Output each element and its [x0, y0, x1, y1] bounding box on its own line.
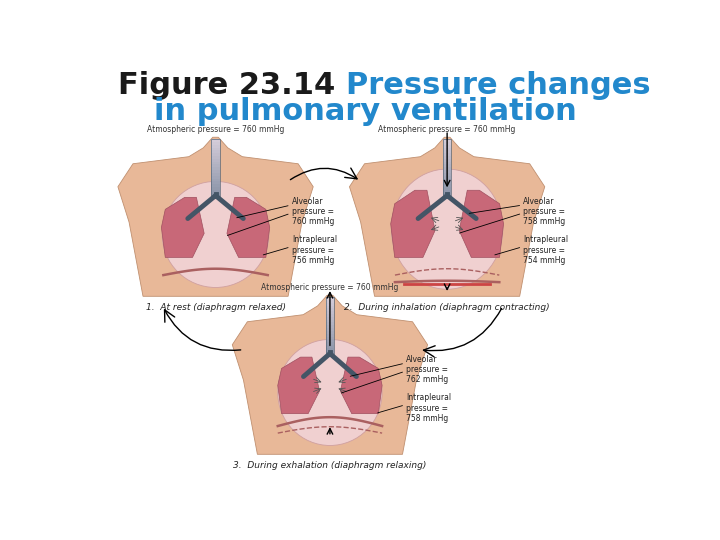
- Text: Figure 23.14: Figure 23.14: [118, 71, 346, 100]
- Bar: [211, 167, 220, 170]
- Bar: [211, 181, 220, 184]
- Bar: [443, 176, 451, 179]
- Text: Alveolar
pressure =
758 mmHg: Alveolar pressure = 758 mmHg: [523, 197, 566, 226]
- Bar: [211, 156, 220, 159]
- Bar: [443, 173, 451, 176]
- Bar: [211, 165, 220, 167]
- Bar: [443, 156, 451, 159]
- Bar: [443, 147, 451, 150]
- Bar: [325, 300, 334, 303]
- Text: Atmospheric pressure = 760 mmHg: Atmospheric pressure = 760 mmHg: [261, 283, 399, 292]
- Bar: [211, 170, 220, 173]
- Bar: [443, 139, 451, 195]
- FancyArrowPatch shape: [423, 308, 502, 357]
- Bar: [325, 331, 334, 334]
- Bar: [325, 322, 334, 325]
- Bar: [325, 328, 334, 331]
- Bar: [325, 314, 334, 317]
- Text: in pulmonary ventilation: in pulmonary ventilation: [154, 97, 577, 126]
- Bar: [325, 348, 334, 351]
- Text: 2.  During inhalation (diaphragm contracting): 2. During inhalation (diaphragm contract…: [344, 303, 550, 312]
- Bar: [443, 179, 451, 181]
- Bar: [443, 153, 451, 156]
- Bar: [211, 159, 220, 161]
- Bar: [211, 176, 220, 179]
- Bar: [443, 167, 451, 170]
- Bar: [443, 159, 451, 161]
- Text: Alveolar
pressure =
762 mmHg: Alveolar pressure = 762 mmHg: [406, 355, 449, 384]
- Bar: [443, 170, 451, 173]
- Bar: [211, 145, 220, 147]
- Text: 1.  At rest (diaphragm relaxed): 1. At rest (diaphragm relaxed): [145, 303, 286, 312]
- Bar: [443, 165, 451, 167]
- Ellipse shape: [392, 169, 503, 289]
- Bar: [211, 139, 220, 142]
- Bar: [443, 161, 451, 165]
- Bar: [443, 184, 451, 187]
- Bar: [325, 320, 334, 322]
- FancyArrowPatch shape: [290, 168, 357, 180]
- Bar: [211, 161, 220, 165]
- Bar: [443, 190, 451, 193]
- Polygon shape: [118, 137, 313, 296]
- Text: Intrapleural
pressure =
754 mmHg: Intrapleural pressure = 754 mmHg: [523, 235, 569, 265]
- Bar: [443, 139, 451, 142]
- Bar: [211, 173, 220, 176]
- Bar: [325, 351, 334, 354]
- Bar: [443, 142, 451, 145]
- Polygon shape: [233, 295, 428, 454]
- Text: Atmospheric pressure = 760 mmHg: Atmospheric pressure = 760 mmHg: [379, 125, 516, 134]
- Polygon shape: [391, 190, 435, 258]
- Bar: [325, 297, 334, 300]
- Bar: [325, 342, 334, 345]
- Bar: [211, 153, 220, 156]
- Bar: [325, 303, 334, 306]
- Bar: [211, 190, 220, 193]
- Polygon shape: [161, 197, 204, 258]
- Text: Atmospheric pressure = 760 mmHg: Atmospheric pressure = 760 mmHg: [147, 125, 284, 134]
- Bar: [211, 150, 220, 153]
- Bar: [443, 193, 451, 195]
- Bar: [211, 184, 220, 187]
- Polygon shape: [278, 357, 320, 414]
- Bar: [211, 179, 220, 181]
- Bar: [211, 147, 220, 150]
- Bar: [325, 306, 334, 308]
- Polygon shape: [459, 190, 503, 258]
- Bar: [325, 336, 334, 340]
- Ellipse shape: [278, 340, 382, 446]
- Polygon shape: [227, 197, 270, 258]
- Bar: [325, 317, 334, 320]
- Bar: [443, 145, 451, 147]
- Bar: [211, 193, 220, 195]
- Polygon shape: [349, 137, 545, 296]
- Polygon shape: [341, 357, 382, 414]
- Text: Intrapleural
pressure =
758 mmHg: Intrapleural pressure = 758 mmHg: [406, 394, 451, 423]
- Bar: [325, 311, 334, 314]
- Text: Alveolar
pressure =
760 mmHg: Alveolar pressure = 760 mmHg: [292, 197, 334, 226]
- Bar: [211, 139, 220, 195]
- Bar: [443, 187, 451, 190]
- Bar: [325, 325, 334, 328]
- Bar: [325, 340, 334, 342]
- FancyArrowPatch shape: [165, 310, 240, 350]
- Bar: [211, 187, 220, 190]
- Bar: [325, 334, 334, 336]
- Text: Pressure changes: Pressure changes: [346, 71, 650, 100]
- Bar: [443, 150, 451, 153]
- Bar: [211, 142, 220, 145]
- Bar: [325, 308, 334, 311]
- Ellipse shape: [162, 181, 269, 287]
- Text: Intrapleural
pressure =
756 mmHg: Intrapleural pressure = 756 mmHg: [292, 235, 337, 265]
- Bar: [325, 345, 334, 348]
- Bar: [443, 181, 451, 184]
- Bar: [325, 297, 334, 354]
- Text: 3.  During exhalation (diaphragm relaxing): 3. During exhalation (diaphragm relaxing…: [233, 461, 427, 470]
